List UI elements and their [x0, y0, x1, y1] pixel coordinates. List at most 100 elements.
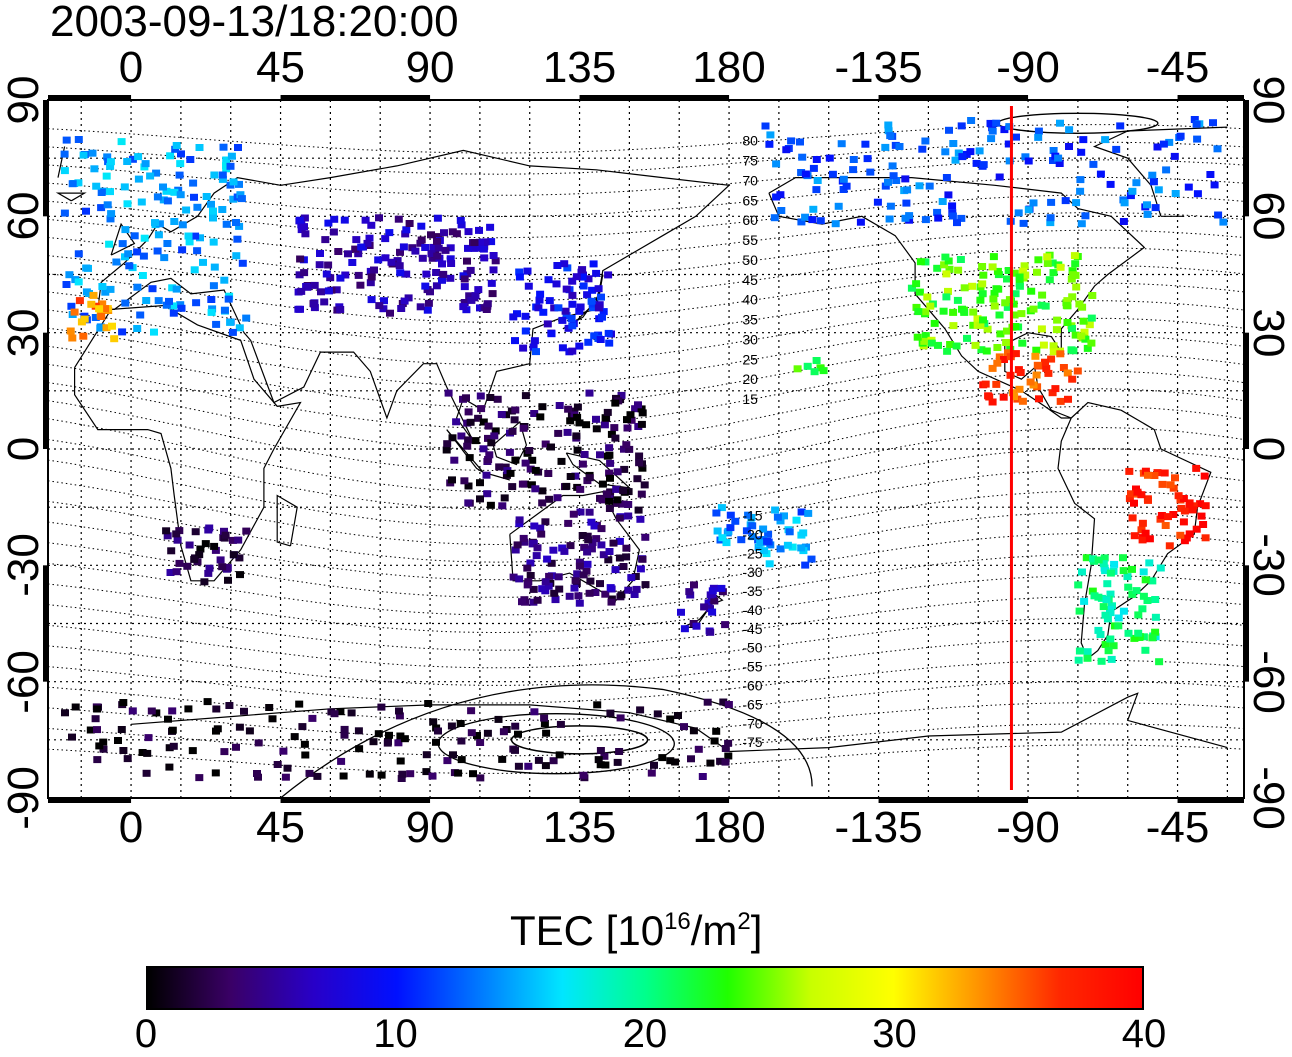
magnetic-contour — [48, 352, 1244, 429]
contour-label: 60 — [742, 212, 758, 228]
tec-cell — [354, 271, 363, 279]
tec-cell — [90, 165, 99, 173]
tec-cell — [82, 264, 91, 272]
tec-cell — [634, 401, 642, 409]
tec-cell — [68, 733, 76, 741]
tec-cell — [317, 288, 325, 296]
tec-cell — [617, 391, 626, 399]
contour-label: -60 — [742, 678, 762, 694]
tec-cell — [1067, 346, 1076, 354]
contour-label: 40 — [742, 292, 758, 308]
top-lon-tick-label: -135 — [834, 43, 923, 92]
tec-cell — [133, 325, 142, 332]
tec-cell — [941, 253, 950, 261]
bottom-lon-tick-label: -90 — [996, 803, 1060, 852]
tec-cell — [474, 414, 483, 422]
tec-cell — [467, 729, 476, 737]
tec-cell — [1148, 634, 1157, 642]
tec-cell — [295, 700, 304, 708]
tec-cell — [966, 148, 975, 156]
tec-cell — [914, 308, 923, 316]
tec-cell — [913, 333, 922, 341]
tec-cell — [587, 297, 596, 305]
tec-cell — [765, 560, 774, 568]
tec-cell — [1165, 542, 1174, 550]
tec-cell — [1138, 519, 1147, 527]
tec-cell — [330, 215, 339, 223]
tec-cell — [539, 308, 548, 316]
frame-band — [1243, 332, 1249, 449]
tec-cell — [604, 556, 613, 564]
tec-cell — [515, 575, 524, 583]
tec-cell — [776, 545, 785, 553]
tec-cell — [68, 180, 77, 188]
tec-cell — [152, 169, 161, 177]
tec-cell — [1000, 126, 1009, 134]
tec-cell — [170, 218, 179, 225]
tec-cell — [571, 472, 580, 480]
tec-cell — [554, 573, 563, 581]
tec-cell — [464, 436, 473, 444]
tec-cell — [1106, 180, 1115, 188]
tec-cell — [573, 446, 582, 454]
contour-label: -55 — [742, 659, 762, 675]
tec-cell — [411, 247, 420, 255]
tec-cell — [102, 172, 111, 180]
contour-label: -25 — [742, 545, 762, 561]
tec-cell — [424, 299, 433, 307]
tec-cell — [416, 239, 425, 247]
tec-cell — [953, 219, 961, 227]
tec-cell — [983, 325, 992, 333]
tec-cell — [535, 296, 544, 304]
tec-cell — [151, 219, 159, 227]
tec-cell — [482, 471, 491, 479]
tec-cell — [207, 308, 216, 316]
tec-cell — [233, 235, 242, 243]
tec-cell — [717, 504, 726, 512]
tec-cell — [442, 446, 451, 454]
tec-cell — [1143, 201, 1151, 209]
tec-cell — [990, 302, 999, 310]
tec-cell — [1032, 346, 1041, 354]
tec-cell — [1139, 592, 1148, 600]
tec-cell — [798, 153, 807, 161]
tec-cell — [972, 159, 981, 167]
top-lon-tick-label: -90 — [996, 43, 1060, 92]
tec-cell — [490, 432, 499, 440]
colorbar-tick-label: 40 — [1121, 1012, 1167, 1056]
tec-cell — [524, 282, 533, 290]
tec-cell — [592, 425, 601, 433]
tec-cell — [201, 540, 210, 548]
tec-cell — [486, 501, 495, 509]
tec-cell — [588, 539, 597, 546]
tec-cell — [385, 731, 393, 739]
tec-cell — [508, 427, 517, 435]
tec-cell — [808, 216, 817, 224]
tec-cell — [1128, 590, 1137, 598]
tec-cell — [1179, 518, 1188, 526]
tec-cell — [825, 154, 834, 162]
tec-cell — [793, 365, 802, 373]
tec-cell — [363, 239, 372, 247]
tec-cell — [631, 573, 640, 580]
tec-cell — [147, 707, 156, 715]
tec-cell — [799, 529, 808, 537]
tec-cell — [611, 499, 620, 507]
tec-cell — [444, 389, 453, 397]
tec-cell — [568, 291, 577, 299]
tec-cell — [163, 197, 172, 205]
tec-cell — [367, 296, 376, 304]
tec-cell — [981, 380, 990, 388]
tec-cell — [592, 415, 600, 423]
tec-cell — [1165, 138, 1174, 146]
tec-cell — [1088, 587, 1097, 595]
tec-cell — [1064, 395, 1072, 403]
tec-cell — [154, 297, 163, 305]
tec-cell — [1153, 143, 1162, 151]
tec-cell — [677, 608, 685, 616]
tec-cell — [719, 698, 728, 706]
tec-cell — [742, 527, 751, 535]
tec-cell — [1132, 587, 1141, 595]
tec-cell — [536, 413, 545, 421]
tec-cell — [594, 304, 603, 312]
